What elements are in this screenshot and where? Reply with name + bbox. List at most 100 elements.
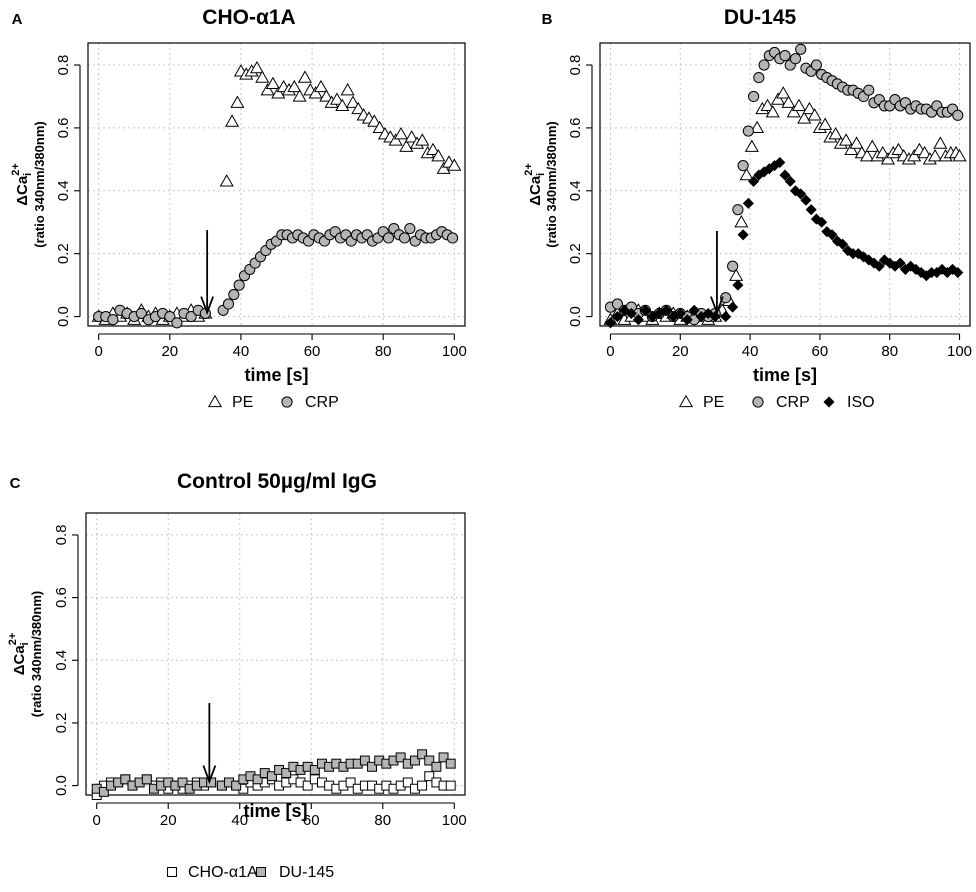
y-axis-units: (ratio 340nm/380nm) xyxy=(32,121,47,247)
data-point xyxy=(720,292,732,304)
grid xyxy=(86,513,465,795)
chart-title: Control 50µg/ml IgG xyxy=(177,470,377,493)
data-point xyxy=(424,755,435,766)
y-axis-title-superscript: 2+ xyxy=(7,633,19,646)
data-point xyxy=(431,148,446,162)
data-point xyxy=(859,148,875,162)
data-point xyxy=(395,752,406,763)
y-tick-label: 0.0 xyxy=(567,306,584,327)
data-point xyxy=(417,780,428,791)
data-point xyxy=(436,161,451,174)
y-tick-label: 0.4 xyxy=(567,180,584,201)
data-point xyxy=(760,98,775,112)
x-tick-label: 0 xyxy=(606,343,614,360)
data-point xyxy=(372,120,387,134)
data-point xyxy=(404,222,416,235)
data-point xyxy=(952,109,964,121)
y-tick-label: 0.8 xyxy=(567,55,584,76)
data-point xyxy=(795,188,807,200)
data-point xyxy=(297,70,313,83)
arrow-head xyxy=(202,765,217,785)
stimulus-arrow xyxy=(710,231,724,316)
data-point xyxy=(367,114,382,127)
data-point xyxy=(445,780,456,791)
x-tick-label: 80 xyxy=(881,343,898,360)
data-point xyxy=(345,777,356,788)
data-point xyxy=(120,774,131,785)
legend-marker-square-open xyxy=(167,867,177,877)
data-point xyxy=(393,126,409,140)
data-point xyxy=(351,101,366,115)
data-point xyxy=(802,101,817,115)
y-tick-label: 0.4 xyxy=(55,180,72,201)
data-point xyxy=(255,70,270,83)
data-point xyxy=(329,92,345,105)
data-point xyxy=(141,774,152,785)
data-point xyxy=(446,232,459,244)
data-point xyxy=(177,777,188,788)
data-point xyxy=(786,104,801,118)
data-point xyxy=(639,304,651,316)
data-point xyxy=(784,175,796,187)
panel-label: A xyxy=(12,11,23,28)
data-point xyxy=(884,257,896,269)
x-tick-label: 40 xyxy=(742,343,759,360)
y-axis-title-superscript: 2+ xyxy=(10,163,22,176)
y-tick-label: 0.0 xyxy=(55,306,72,327)
data-point xyxy=(734,215,749,228)
data-point xyxy=(271,86,286,99)
data-point xyxy=(231,780,242,791)
legend-marker-triangle xyxy=(207,394,223,408)
data-point xyxy=(424,771,435,782)
series-crp xyxy=(93,222,459,329)
grid xyxy=(600,43,970,326)
y-axis-title-subscript: i xyxy=(22,173,34,176)
panel-label: B xyxy=(542,11,553,28)
data-point xyxy=(952,267,964,279)
data-point xyxy=(230,95,245,108)
legend-marker-diamond xyxy=(823,396,835,408)
data-point xyxy=(359,755,370,766)
y-tick-label: 0.8 xyxy=(53,525,70,546)
series-pe xyxy=(603,86,967,325)
data-point xyxy=(875,145,890,159)
data-point xyxy=(776,86,791,99)
y-tick-label: 0.8 xyxy=(55,55,72,76)
data-point xyxy=(265,76,281,90)
data-point xyxy=(737,229,749,241)
x-tick-label: 60 xyxy=(304,343,321,360)
chart-title: CHO-α1A xyxy=(202,6,295,29)
legend: PE CRP ISO xyxy=(678,394,875,411)
series-crp xyxy=(604,43,964,326)
data-point xyxy=(447,158,462,171)
data-point xyxy=(438,752,449,763)
data-point xyxy=(252,774,263,785)
y-axis-title-superscript: 2+ xyxy=(523,163,535,176)
data-point xyxy=(308,86,323,99)
x-tick-label: 80 xyxy=(374,812,391,829)
data-point xyxy=(732,204,744,216)
data-point xyxy=(828,126,843,140)
data-point xyxy=(917,145,932,159)
data-point xyxy=(292,89,307,102)
data-point xyxy=(313,79,329,93)
legend-label: CRP xyxy=(776,394,810,411)
x-tick-label: 20 xyxy=(672,343,689,360)
data-point xyxy=(849,136,864,149)
legend-label: PE xyxy=(232,394,253,411)
data-point xyxy=(844,142,859,156)
data-point xyxy=(720,311,732,323)
data-point xyxy=(107,314,119,326)
data-point xyxy=(409,755,420,766)
data-point xyxy=(839,133,854,146)
data-point xyxy=(228,288,240,301)
data-point xyxy=(742,125,754,137)
y-axis-title-subscript: i xyxy=(535,173,547,176)
x-tick-label: 60 xyxy=(303,812,320,829)
legend-marker-square-gray xyxy=(256,867,266,877)
data-point xyxy=(765,104,780,118)
x-tick-label: 100 xyxy=(442,812,467,829)
data-point xyxy=(674,307,686,319)
data-point xyxy=(604,317,617,329)
